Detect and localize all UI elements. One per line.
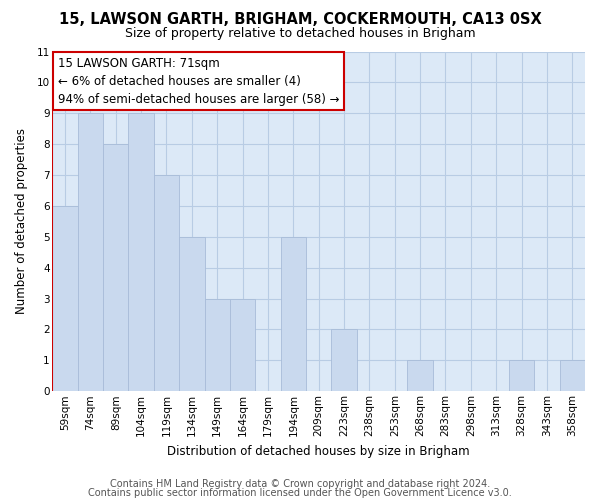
Bar	[154, 175, 179, 392]
Bar	[103, 144, 128, 392]
Bar	[281, 237, 306, 392]
Text: 15 LAWSON GARTH: 71sqm
← 6% of detached houses are smaller (4)
94% of semi-detac: 15 LAWSON GARTH: 71sqm ← 6% of detached …	[58, 56, 339, 106]
Bar	[52, 206, 78, 392]
Text: Size of property relative to detached houses in Brigham: Size of property relative to detached ho…	[125, 28, 475, 40]
Bar	[407, 360, 433, 392]
Bar	[230, 298, 255, 392]
Bar	[128, 114, 154, 392]
Text: Contains public sector information licensed under the Open Government Licence v3: Contains public sector information licen…	[88, 488, 512, 498]
Text: 15, LAWSON GARTH, BRIGHAM, COCKERMOUTH, CA13 0SX: 15, LAWSON GARTH, BRIGHAM, COCKERMOUTH, …	[59, 12, 541, 28]
X-axis label: Distribution of detached houses by size in Brigham: Distribution of detached houses by size …	[167, 444, 470, 458]
Bar	[509, 360, 534, 392]
Bar	[179, 237, 205, 392]
Y-axis label: Number of detached properties: Number of detached properties	[15, 128, 28, 314]
Bar	[205, 298, 230, 392]
Bar	[78, 114, 103, 392]
Bar	[560, 360, 585, 392]
Text: Contains HM Land Registry data © Crown copyright and database right 2024.: Contains HM Land Registry data © Crown c…	[110, 479, 490, 489]
Bar	[331, 330, 357, 392]
